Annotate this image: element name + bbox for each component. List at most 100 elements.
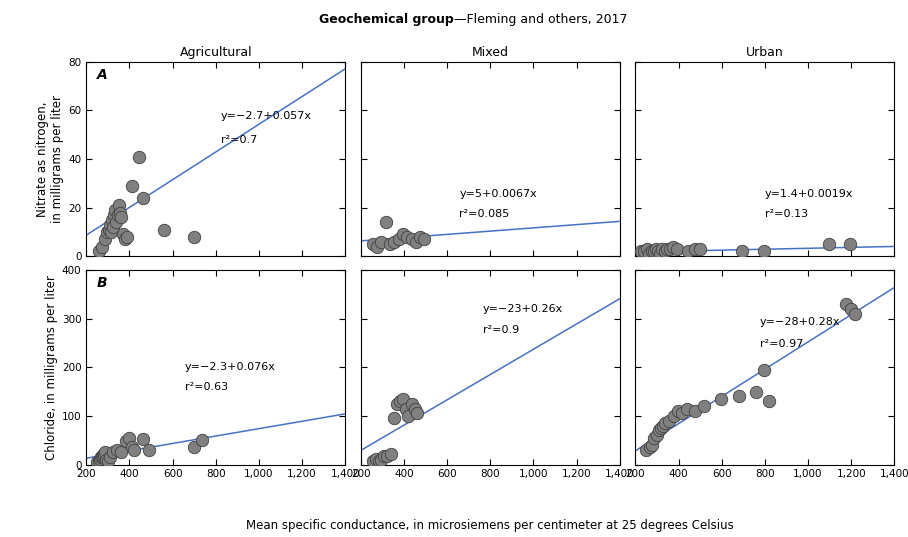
Point: [89, 458, 104, 466]
Point: [103, 220, 117, 229]
Point: [843, 240, 857, 249]
Point: [637, 247, 651, 256]
Point: [365, 240, 380, 249]
Point: [108, 206, 123, 214]
Text: y=5+0.0067x: y=5+0.0067x: [459, 189, 537, 199]
Y-axis label: Chloride, in milligrams per liter: Chloride, in milligrams per liter: [44, 275, 57, 460]
Point: [115, 230, 130, 239]
Point: [93, 454, 107, 463]
Point: [657, 247, 672, 256]
Text: r²=0.13: r²=0.13: [765, 208, 808, 219]
Point: [647, 433, 662, 442]
Point: [114, 448, 129, 456]
Title: Agricultural: Agricultural: [180, 46, 252, 59]
Point: [186, 443, 201, 452]
Point: [95, 242, 110, 251]
Text: A: A: [96, 68, 107, 82]
Point: [663, 245, 677, 253]
Point: [94, 452, 109, 460]
Point: [393, 397, 408, 405]
Point: [120, 233, 134, 241]
Point: [656, 422, 670, 430]
Title: Urban: Urban: [746, 46, 784, 59]
Point: [142, 446, 156, 454]
Point: [92, 247, 106, 256]
Point: [384, 449, 399, 458]
Point: [687, 245, 702, 253]
Point: [666, 411, 681, 420]
Point: [654, 424, 668, 432]
Point: [396, 230, 410, 239]
Point: [645, 247, 659, 256]
Text: —Fleming and others, 2017: —Fleming and others, 2017: [454, 13, 627, 26]
Text: r²=0.7: r²=0.7: [221, 135, 257, 144]
Point: [379, 218, 393, 227]
Title: Mixed: Mixed: [472, 46, 508, 59]
Point: [821, 240, 835, 249]
Point: [658, 419, 673, 427]
Point: [688, 407, 703, 415]
Point: [104, 453, 118, 461]
Point: [136, 194, 151, 202]
Point: [377, 452, 391, 460]
Point: [646, 247, 661, 256]
Point: [124, 182, 139, 190]
Point: [370, 242, 384, 251]
Text: r²=0.085: r²=0.085: [459, 208, 509, 219]
Point: [662, 416, 676, 425]
Text: y=−28+0.28x: y=−28+0.28x: [760, 317, 840, 328]
Point: [106, 223, 121, 231]
Point: [195, 436, 210, 445]
Point: [400, 233, 414, 241]
Point: [157, 226, 172, 234]
Point: [105, 215, 120, 224]
Point: [96, 451, 111, 459]
Point: [649, 431, 664, 440]
Point: [110, 211, 124, 219]
Point: [659, 245, 674, 253]
Point: [679, 404, 694, 413]
Point: [643, 443, 657, 452]
Point: [396, 395, 410, 403]
Point: [391, 235, 406, 244]
Point: [714, 395, 728, 403]
Point: [748, 387, 763, 396]
Point: [113, 208, 127, 217]
Point: [97, 449, 112, 458]
Point: [844, 304, 858, 313]
Point: [681, 247, 696, 256]
Point: [645, 441, 659, 449]
Point: [653, 250, 667, 258]
Point: [693, 245, 707, 253]
Point: [374, 237, 389, 246]
Text: r²=0.9: r²=0.9: [482, 325, 518, 335]
Point: [404, 400, 419, 408]
Text: Mean specific conductance, in microsiemens per centimeter at 25 degrees Celsius: Mean specific conductance, in microsieme…: [246, 519, 735, 532]
Point: [848, 309, 863, 318]
Text: Geochemical group: Geochemical group: [320, 13, 454, 26]
Point: [696, 402, 711, 410]
Point: [417, 235, 431, 244]
Text: y=1.4+0.0019x: y=1.4+0.0019x: [765, 189, 854, 199]
Point: [404, 235, 419, 244]
Point: [99, 455, 114, 464]
Point: [135, 435, 150, 444]
Point: [671, 407, 686, 415]
Point: [762, 397, 776, 405]
Point: [839, 300, 854, 308]
Point: [100, 228, 114, 236]
Point: [98, 448, 113, 456]
Point: [648, 245, 663, 253]
Point: [366, 456, 380, 465]
Point: [94, 453, 108, 461]
Point: [374, 455, 389, 464]
Point: [114, 213, 128, 222]
Point: [102, 226, 116, 234]
Point: [107, 211, 122, 219]
Point: [126, 446, 141, 454]
Point: [371, 456, 386, 465]
Point: [642, 250, 656, 258]
Point: [124, 443, 139, 452]
Point: [110, 446, 124, 454]
Point: [92, 456, 106, 465]
